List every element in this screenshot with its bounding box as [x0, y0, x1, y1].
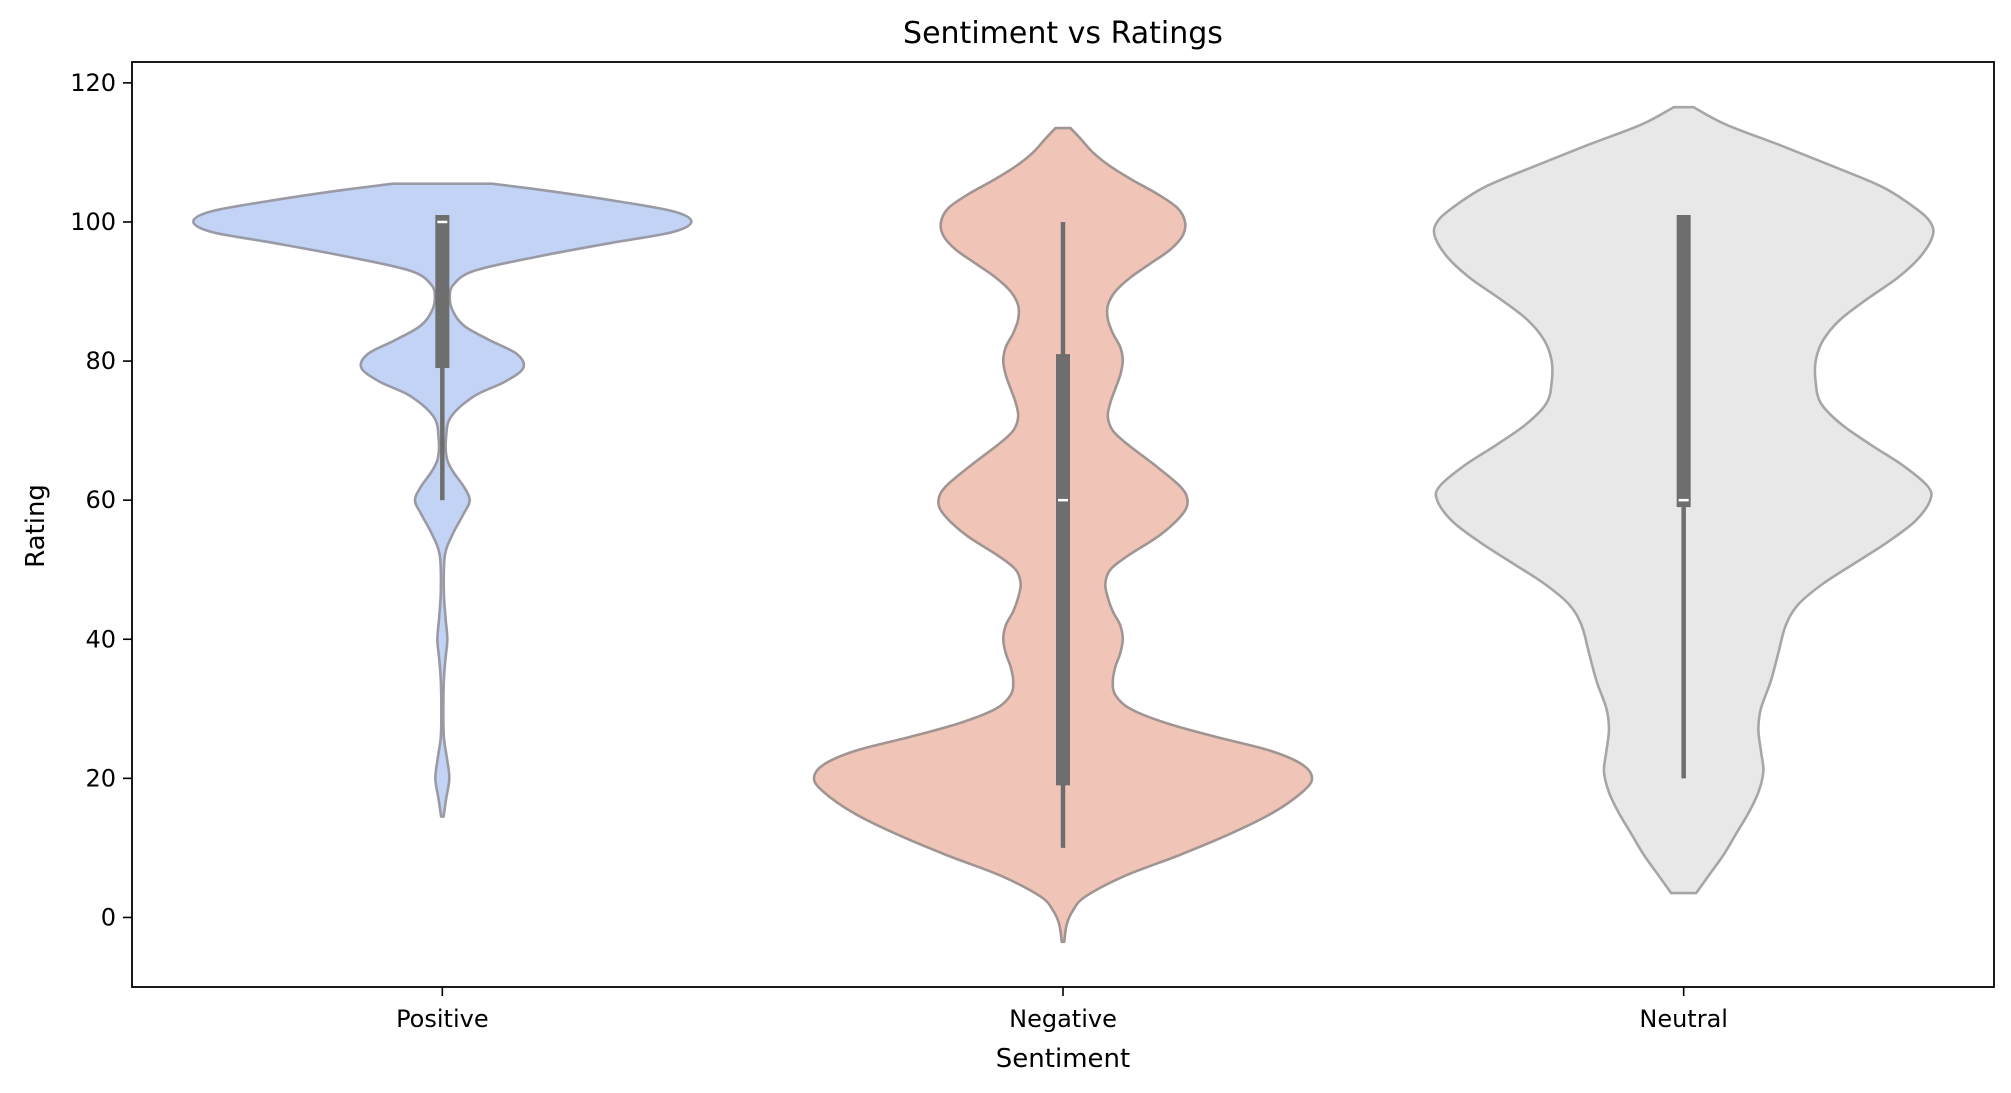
y-tick-label: 120 [70, 69, 116, 97]
y-tick-label: 40 [85, 625, 116, 653]
y-axis-label: Rating [21, 484, 51, 568]
x-tick-label-neutral: Neutral [1639, 1005, 1728, 1033]
iqr-box-positive [435, 215, 450, 369]
y-tick-label: 60 [85, 486, 116, 514]
y-tick-label: 80 [85, 347, 116, 375]
plot-area [192, 105, 1935, 944]
y-tick-label: 0 [101, 903, 116, 931]
axes: 0 20 40 60 80 100 120 Positive Negative Neutral [70, 61, 1995, 1033]
chart-title: Sentiment vs Ratings [903, 16, 1223, 51]
x-axis-label: Sentiment [996, 1044, 1130, 1074]
y-tick-label: 100 [70, 208, 116, 236]
iqr-box-neutral [1676, 215, 1691, 508]
x-tick-label-negative: Negative [1009, 1005, 1117, 1033]
y-tick-label: 20 [85, 764, 116, 792]
violin-positive [192, 182, 693, 818]
iqr-box-negative [1056, 354, 1070, 786]
x-tick-label-positive: Positive [396, 1005, 489, 1033]
